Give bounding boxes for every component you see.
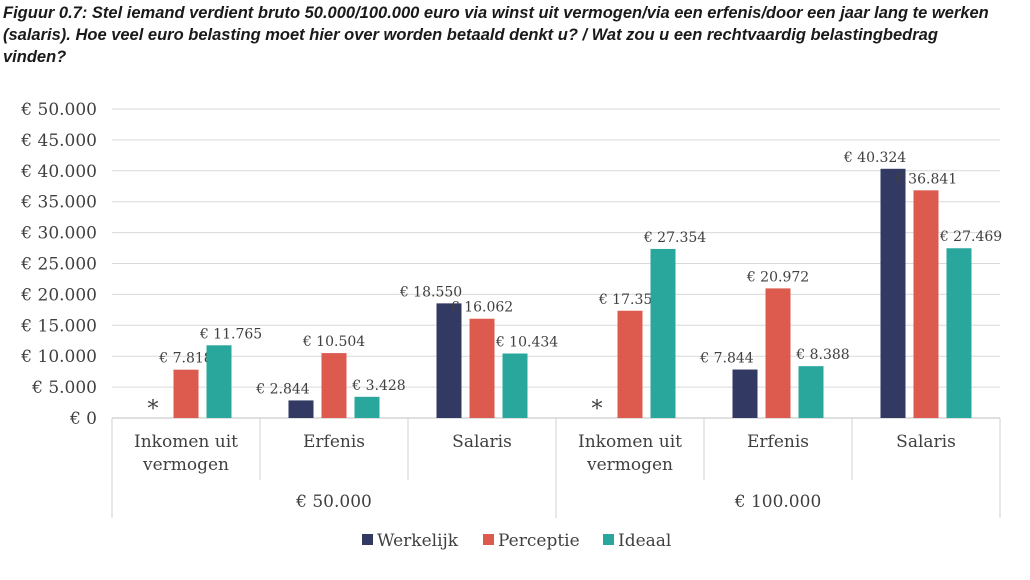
category-label: Salaris <box>896 432 956 452</box>
data-label: € 16.062 <box>450 300 513 316</box>
data-label: € 17.354 <box>598 292 661 308</box>
data-label: € 11.765 <box>199 326 262 342</box>
y-tick-label: € 50.000 <box>20 100 97 120</box>
missing-value-marker: * <box>592 397 603 422</box>
y-tick-label: € 45.000 <box>20 131 97 151</box>
bar-perceptie <box>469 318 495 418</box>
category-label: Salaris <box>452 432 512 452</box>
y-tick-label: € 35.000 <box>20 193 97 213</box>
legend-swatch-ideaal <box>603 534 614 545</box>
bar-perceptie <box>765 288 791 418</box>
bar-perceptie <box>617 310 643 418</box>
bar-werkelijk <box>732 369 758 418</box>
category-label: Inkomen uit <box>134 432 238 452</box>
legend-swatch-werkelijk <box>362 534 373 545</box>
data-label: € 10.504 <box>302 334 365 350</box>
group-label: € 50.000 <box>295 492 372 512</box>
data-label: € 18.550 <box>399 284 462 300</box>
data-label: € 2.844 <box>255 381 310 397</box>
chart-title: Figuur 0.7: Stel iemand verdient bruto 5… <box>3 4 989 66</box>
bar-perceptie <box>913 190 939 418</box>
data-label: € 8.388 <box>795 347 849 363</box>
y-tick-label: € 0 <box>69 409 97 429</box>
data-label: € 10.434 <box>495 335 558 351</box>
category-label: vermogen <box>142 455 229 475</box>
missing-value-marker: * <box>148 397 159 422</box>
legend-label: Ideaal <box>618 531 671 551</box>
data-label: € 40.324 <box>843 150 906 166</box>
data-label: € 7.818 <box>158 351 212 367</box>
y-tick-label: € 10.000 <box>20 347 97 367</box>
y-tick-label: € 25.000 <box>20 255 97 275</box>
data-label: € 27.354 <box>643 230 706 246</box>
bar-ideaal <box>650 248 676 418</box>
bar-ideaal <box>502 353 528 418</box>
data-label: € 20.972 <box>746 269 809 285</box>
legend-label: Werkelijk <box>377 531 459 551</box>
category-label: Inkomen uit <box>578 432 682 452</box>
legend-swatch-perceptie <box>483 534 494 545</box>
y-tick-label: € 5.000 <box>31 378 97 398</box>
group-label: € 100.000 <box>734 492 822 512</box>
y-tick-label: € 15.000 <box>20 316 97 336</box>
bar-ideaal <box>206 345 232 418</box>
bar-ideaal <box>798 366 824 418</box>
data-label: € 27.469 <box>939 229 1002 245</box>
y-tick-label: € 40.000 <box>20 162 97 182</box>
bar-werkelijk <box>288 400 314 418</box>
data-label: € 7.844 <box>699 351 754 367</box>
category-label: Erfenis <box>303 432 365 452</box>
data-label: € 36.841 <box>894 171 957 187</box>
bar-werkelijk <box>436 303 462 418</box>
data-label: € 3.428 <box>351 378 405 394</box>
legend-label: Perceptie <box>498 531 580 551</box>
bar-werkelijk <box>880 168 906 418</box>
bar-ideaal <box>946 248 972 418</box>
category-label: vermogen <box>586 455 673 475</box>
y-tick-label: € 20.000 <box>20 285 97 305</box>
category-label: Erfenis <box>747 432 809 452</box>
y-tick-label: € 30.000 <box>20 224 97 244</box>
bar-perceptie <box>321 353 347 418</box>
bar-perceptie <box>173 369 199 418</box>
bar-ideaal <box>354 396 380 418</box>
